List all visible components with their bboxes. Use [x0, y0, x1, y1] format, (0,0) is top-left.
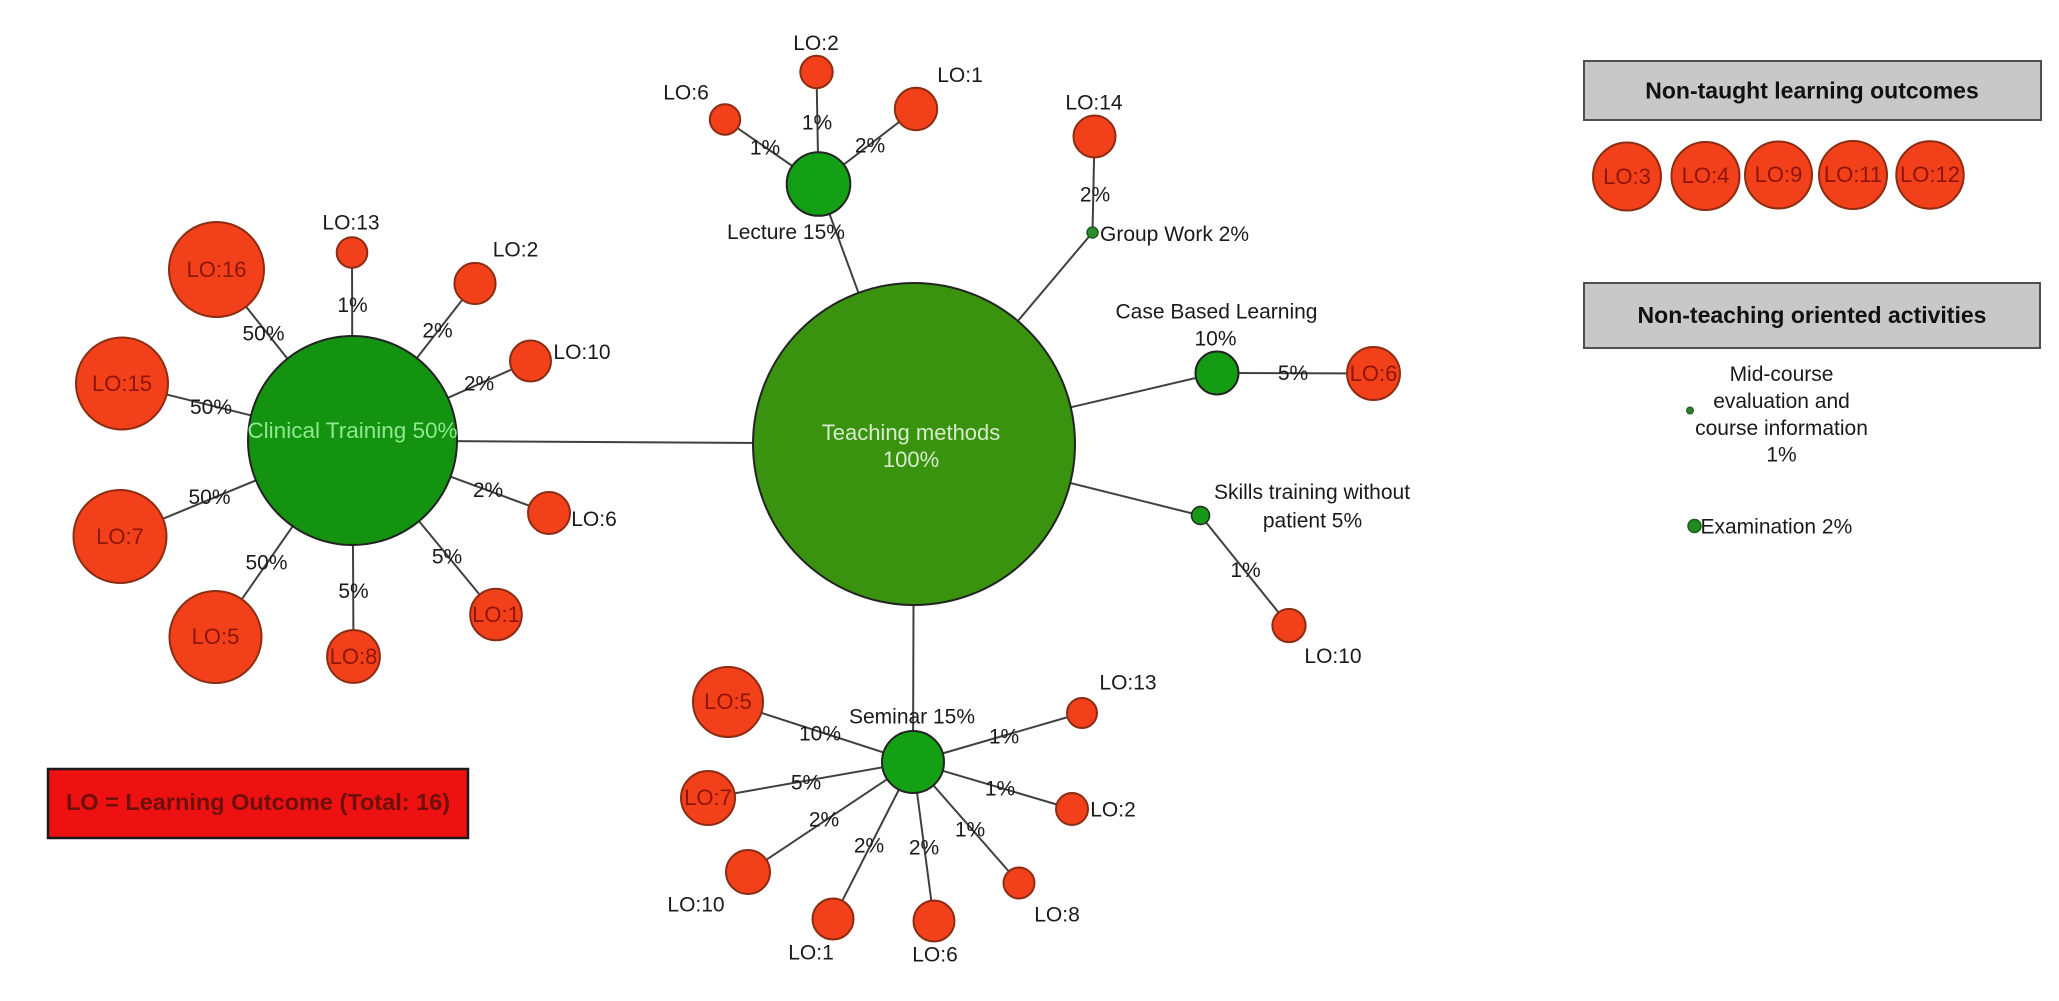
- svg-text:Non-taught learning outcomes: Non-taught learning outcomes: [1645, 78, 1979, 104]
- svg-text:LO:6: LO:6: [663, 82, 709, 105]
- svg-text:5%: 5%: [791, 772, 821, 795]
- svg-text:1%: 1%: [985, 778, 1015, 801]
- svg-text:Examination 2%: Examination 2%: [1701, 516, 1853, 539]
- svg-text:LO:10: LO:10: [1304, 645, 1361, 668]
- svg-text:100%: 100%: [883, 447, 939, 472]
- svg-text:2%: 2%: [422, 320, 452, 343]
- svg-text:course information: course information: [1695, 417, 1868, 440]
- svg-text:50%: 50%: [188, 486, 230, 509]
- svg-text:1%: 1%: [1230, 559, 1260, 582]
- svg-text:LO:11: LO:11: [1824, 162, 1882, 187]
- svg-text:LO:3: LO:3: [1603, 164, 1651, 189]
- svg-text:Teaching methods: Teaching methods: [822, 420, 1001, 445]
- svg-text:Lecture 15%: Lecture 15%: [727, 221, 845, 244]
- svg-text:LO:1: LO:1: [788, 942, 834, 965]
- svg-text:LO:6: LO:6: [571, 508, 617, 531]
- svg-text:Mid-course: Mid-course: [1730, 363, 1834, 386]
- svg-text:LO:6: LO:6: [912, 944, 958, 967]
- svg-text:10%: 10%: [1194, 328, 1236, 351]
- svg-text:LO:5: LO:5: [704, 689, 752, 714]
- svg-text:1%: 1%: [955, 819, 985, 842]
- svg-text:2%: 2%: [909, 837, 939, 860]
- svg-text:LO:13: LO:13: [322, 212, 379, 235]
- svg-text:LO:2: LO:2: [793, 32, 839, 55]
- svg-text:LO:2: LO:2: [1090, 799, 1136, 822]
- svg-text:Clinical Training 50%: Clinical Training 50%: [247, 418, 457, 443]
- svg-text:1%: 1%: [802, 112, 832, 135]
- svg-text:LO:2: LO:2: [493, 239, 539, 262]
- svg-text:LO:9: LO:9: [1755, 162, 1803, 187]
- svg-text:1%: 1%: [750, 137, 780, 160]
- svg-text:Non-teaching oriented activiti: Non-teaching oriented activities: [1638, 302, 1987, 328]
- svg-text:LO:7: LO:7: [96, 524, 144, 549]
- svg-text:LO:7: LO:7: [684, 785, 732, 810]
- svg-text:LO:12: LO:12: [1900, 162, 1960, 187]
- svg-text:LO:15: LO:15: [92, 371, 152, 396]
- svg-text:2%: 2%: [473, 479, 503, 502]
- svg-text:10%: 10%: [799, 723, 841, 746]
- svg-text:5%: 5%: [1278, 362, 1308, 385]
- svg-text:Group Work 2%: Group Work 2%: [1100, 223, 1249, 246]
- svg-text:LO:10: LO:10: [553, 341, 610, 364]
- svg-text:evaluation and: evaluation and: [1713, 390, 1850, 413]
- svg-text:Seminar 15%: Seminar 15%: [849, 706, 975, 729]
- svg-text:Case Based Learning: Case Based Learning: [1116, 301, 1318, 324]
- svg-text:50%: 50%: [245, 552, 287, 575]
- svg-text:2%: 2%: [854, 835, 884, 858]
- svg-text:2%: 2%: [1080, 184, 1110, 207]
- svg-text:2%: 2%: [464, 373, 494, 396]
- svg-text:LO:4: LO:4: [1682, 163, 1730, 188]
- svg-text:1%: 1%: [1766, 444, 1796, 467]
- svg-text:5%: 5%: [432, 546, 462, 569]
- svg-text:LO:8: LO:8: [1034, 904, 1080, 927]
- svg-text:LO:6: LO:6: [1350, 361, 1398, 386]
- svg-text:1%: 1%: [337, 294, 367, 317]
- svg-text:LO:1: LO:1: [472, 602, 520, 627]
- svg-text:LO:10: LO:10: [667, 894, 724, 917]
- svg-text:50%: 50%: [242, 323, 284, 346]
- svg-text:1%: 1%: [989, 726, 1019, 749]
- svg-text:2%: 2%: [855, 135, 885, 158]
- svg-text:LO = Learning Outcome (Total:: LO = Learning Outcome (Total: 16): [66, 789, 450, 815]
- svg-text:50%: 50%: [190, 396, 232, 419]
- svg-text:2%: 2%: [809, 809, 839, 832]
- svg-text:patient 5%: patient 5%: [1263, 510, 1362, 533]
- svg-text:LO:5: LO:5: [192, 624, 240, 649]
- svg-text:LO:13: LO:13: [1099, 672, 1156, 695]
- svg-text:LO:14: LO:14: [1065, 92, 1123, 115]
- svg-text:LO:1: LO:1: [937, 64, 983, 87]
- svg-text:LO:8: LO:8: [330, 644, 378, 669]
- svg-text:LO:16: LO:16: [187, 257, 247, 282]
- svg-text:5%: 5%: [338, 580, 368, 603]
- svg-text:Skills training without: Skills training without: [1214, 481, 1410, 504]
